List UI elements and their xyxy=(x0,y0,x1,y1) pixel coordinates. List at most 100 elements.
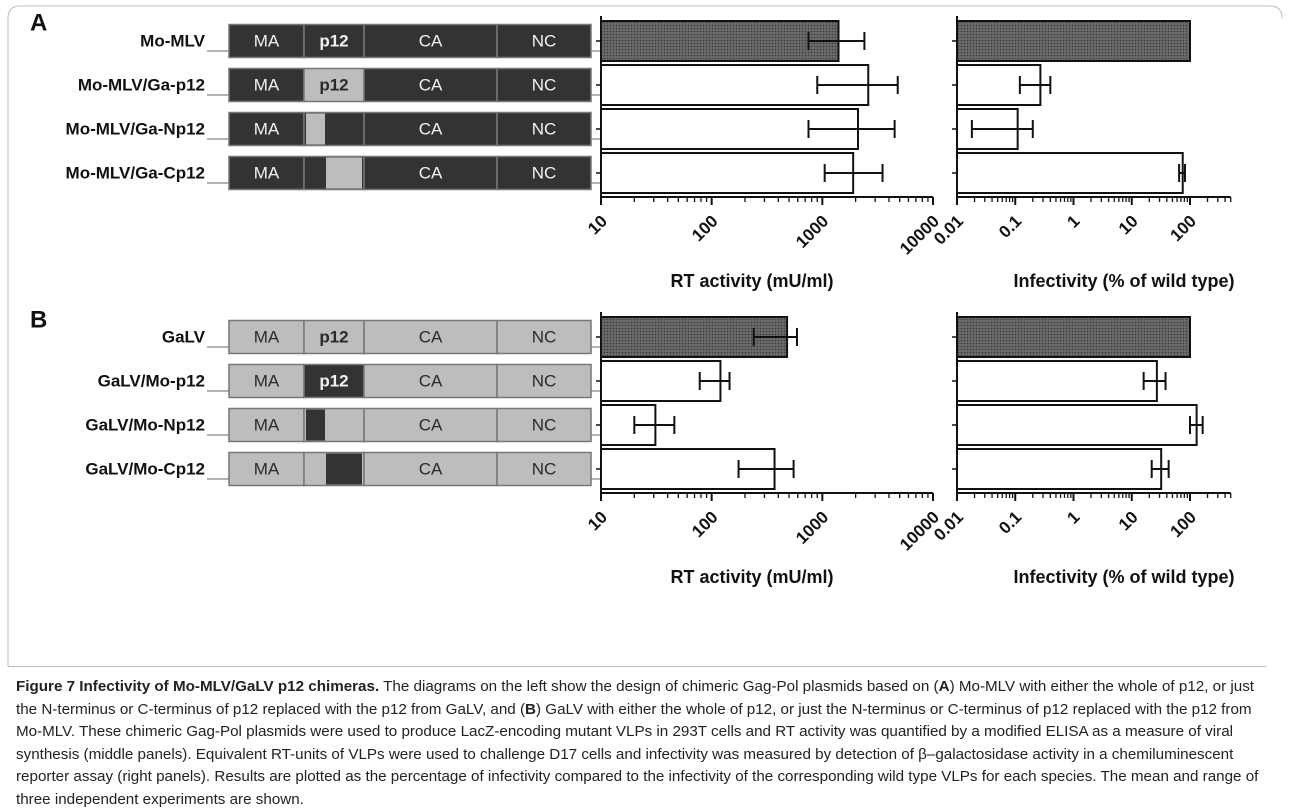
x-tick-label: 1000 xyxy=(792,212,832,252)
gene-segment xyxy=(303,363,365,399)
segment-label: p12 xyxy=(319,327,348,346)
x-tick-label: 100 xyxy=(688,508,721,541)
segment-label: NC xyxy=(532,119,557,138)
construct-label: Mo-MLV xyxy=(140,31,205,50)
p12-insert-segment xyxy=(306,409,325,441)
gene-segment xyxy=(363,111,498,147)
x-axis-title: Infectivity (% of wild type) xyxy=(1013,567,1234,587)
caption-title: Figure 7 Infectivity of Mo-MLV/GaLV p12 … xyxy=(16,678,380,695)
segment-label: p12 xyxy=(319,75,348,94)
segment-label: NC xyxy=(532,31,557,50)
construct-label: Mo-MLV/Ga-p12 xyxy=(78,75,205,94)
x-tick-label: 10 xyxy=(584,212,611,239)
gene-segment xyxy=(363,23,498,59)
gene-segment xyxy=(496,67,592,103)
segment-label: MA xyxy=(254,163,280,182)
gene-segment xyxy=(496,363,592,399)
gene-segment xyxy=(228,155,305,191)
gene-segment xyxy=(363,155,498,191)
gene-segment xyxy=(228,23,305,59)
gene-segment xyxy=(496,111,592,147)
x-tick-label: 10 xyxy=(1115,508,1142,535)
gene-segment xyxy=(496,319,592,355)
gene-segment xyxy=(363,319,498,355)
construct-label: Mo-MLV/Ga-Np12 xyxy=(66,119,205,138)
bar-mutant xyxy=(956,152,1184,194)
segment-label: NC xyxy=(532,327,557,346)
segment-label: CA xyxy=(419,415,443,434)
segment-label: NC xyxy=(532,371,557,390)
segment-label: CA xyxy=(419,75,443,94)
gene-segment xyxy=(228,67,305,103)
segment-label: MA xyxy=(254,119,280,138)
gene-segment xyxy=(496,23,592,59)
panel-letter-a: A xyxy=(30,9,47,36)
figure-caption: Figure 7 Infectivity of Mo-MLV/GaLV p12 … xyxy=(16,676,1264,812)
bar-wildtype xyxy=(600,20,840,62)
gene-segment xyxy=(228,111,305,147)
segment-label: MA xyxy=(254,371,280,390)
p12-insert-segment xyxy=(306,113,325,145)
x-tick-label: 1 xyxy=(1063,212,1083,232)
bar-mutant xyxy=(600,152,855,194)
gene-segment xyxy=(363,67,498,103)
x-axis-title: RT activity (mU/ml) xyxy=(670,271,833,291)
segment-label: CA xyxy=(419,119,443,138)
construct-label: GaLV xyxy=(162,327,206,346)
bar-mutant xyxy=(956,448,1163,490)
bar-mutant xyxy=(956,404,1198,446)
caption-text-1: The diagrams on the left show the design… xyxy=(379,678,939,695)
segment-label: CA xyxy=(419,459,443,478)
x-axis-title: Infectivity (% of wild type) xyxy=(1013,271,1234,291)
segment-label: CA xyxy=(419,163,443,182)
segment-label: NC xyxy=(532,459,557,478)
segment-label: MA xyxy=(254,327,280,346)
segment-label: NC xyxy=(532,163,557,182)
caption-text-3: ) GaLV with either the whole of p12, or … xyxy=(16,700,1259,808)
segment-label: p12 xyxy=(319,31,348,50)
gene-segment xyxy=(363,407,498,443)
caption-ref-a: A xyxy=(938,678,950,695)
gene-segment xyxy=(303,319,365,355)
segment-label: CA xyxy=(419,327,443,346)
x-tick-label: 100 xyxy=(688,212,721,245)
x-tick-label: 10 xyxy=(584,508,611,535)
x-tick-label: 0.1 xyxy=(995,212,1025,242)
x-axis-title: RT activity (mU/ml) xyxy=(670,567,833,587)
segment-label: MA xyxy=(254,31,280,50)
segment-label: CA xyxy=(419,31,443,50)
gene-segment xyxy=(496,407,592,443)
segment-label: NC xyxy=(532,75,557,94)
gene-segment xyxy=(303,23,365,59)
x-tick-label: 100 xyxy=(1167,508,1200,541)
segment-label: MA xyxy=(254,459,280,478)
caption-ref-b: B xyxy=(525,700,536,718)
construct-label: GaLV/Mo-Cp12 xyxy=(85,459,205,478)
gene-segment xyxy=(496,155,592,191)
x-tick-label: 0.1 xyxy=(995,508,1025,538)
p12-insert-segment xyxy=(326,453,362,485)
gene-segment xyxy=(496,451,592,487)
x-tick-label: 10 xyxy=(1115,212,1142,239)
x-tick-label: 100 xyxy=(1167,212,1200,245)
caption-text-2: ) Mo-MLV with either the whole of p12, o… xyxy=(16,678,1255,718)
segment-label: MA xyxy=(254,75,280,94)
segment-label: MA xyxy=(254,415,280,434)
x-tick-label: 1000 xyxy=(792,508,832,548)
bar-wildtype xyxy=(600,316,789,358)
construct-label: GaLV/Mo-Np12 xyxy=(85,415,205,434)
panel-letter-b: B xyxy=(30,306,47,333)
construct-label: GaLV/Mo-p12 xyxy=(98,371,205,390)
bar-wildtype xyxy=(956,316,1191,358)
bar-mutant xyxy=(956,360,1158,402)
caption-frame xyxy=(8,666,1266,797)
x-tick-label: 1 xyxy=(1063,508,1083,528)
gene-segment xyxy=(228,319,305,355)
figure-frame xyxy=(7,5,1283,19)
x-tick-label: 0.01 xyxy=(930,508,967,545)
segment-label: CA xyxy=(419,371,443,390)
figure-graphic: A Mo-MLV MA p12 CA NC Mo-MLV/Ga-p12 MA p12 CA NC Mo… xyxy=(7,5,1283,666)
bar-wildtype xyxy=(956,20,1191,62)
construct-label: Mo-MLV/Ga-Cp12 xyxy=(66,163,205,182)
segment-label: NC xyxy=(532,415,557,434)
